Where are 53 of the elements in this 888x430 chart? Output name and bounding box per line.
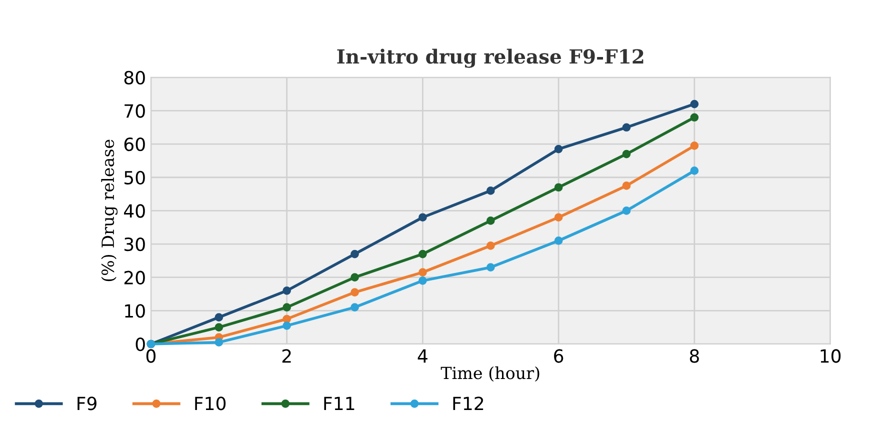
point <box>418 268 427 277</box>
point <box>622 150 631 158</box>
point <box>350 303 359 312</box>
y-tick-label: 40 <box>124 204 145 218</box>
point <box>214 313 224 322</box>
y-tick-label: 30 <box>124 237 145 252</box>
point <box>418 213 427 222</box>
legend-label: F12 <box>453 396 484 410</box>
point <box>214 323 224 332</box>
legend-label: F10 <box>195 396 226 410</box>
x-tick-label: 2 <box>282 349 291 363</box>
point <box>690 100 699 108</box>
y-tick-label: 20 <box>124 270 145 284</box>
point <box>350 288 359 297</box>
legend-label: F11 <box>324 396 354 410</box>
x-tick-label: 6 <box>554 349 564 363</box>
point <box>418 250 427 258</box>
point <box>282 322 291 330</box>
chart-title: In-vitro drug release F9-F12 <box>337 48 644 68</box>
y-tick-label: 0 <box>136 337 145 352</box>
x-tick-label: 10 <box>820 349 841 363</box>
x-axis-title: Time (hour) <box>440 366 540 382</box>
point <box>282 314 291 324</box>
y-tick-label: 10 <box>125 304 145 318</box>
point <box>622 206 631 215</box>
point <box>554 236 563 245</box>
y-axis-title: (%) Drug release <box>101 140 118 282</box>
point <box>486 216 495 225</box>
point <box>282 286 291 295</box>
y-tick-label: 80 <box>124 70 145 85</box>
y-tick-label: 70 <box>124 104 145 118</box>
x-tick-label: 0 <box>146 349 156 363</box>
legend-label: F9 <box>78 396 96 410</box>
point <box>350 250 359 258</box>
point <box>554 144 563 154</box>
x-tick-label: 8 <box>690 349 699 363</box>
x-tick-label: 4 <box>418 349 428 363</box>
point <box>554 213 563 222</box>
y-tick-label: 60 <box>124 138 145 152</box>
point <box>690 166 699 175</box>
point <box>690 113 699 122</box>
point <box>486 186 495 195</box>
point <box>350 273 359 282</box>
point <box>486 242 495 250</box>
point <box>486 263 495 272</box>
point <box>622 182 631 190</box>
y-tick-label: 50 <box>124 170 145 184</box>
point <box>554 183 563 192</box>
point <box>214 338 224 346</box>
point <box>282 303 291 312</box>
point <box>418 276 427 285</box>
point <box>690 142 699 150</box>
point <box>622 123 631 132</box>
